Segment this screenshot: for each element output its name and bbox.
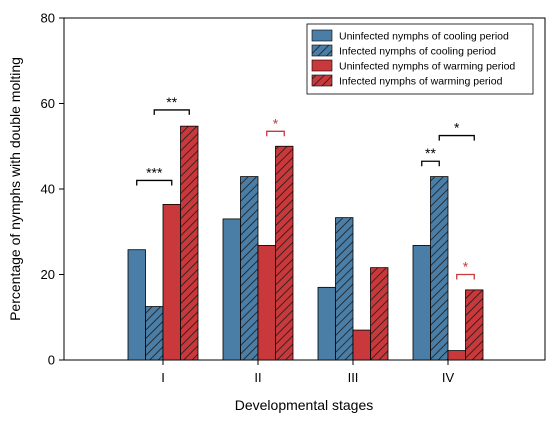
bar-IV-series-3 [447,350,466,361]
bar-III-series-3 [352,329,371,361]
bars-group [127,125,484,361]
significance-label: * [463,259,469,275]
bar-II-series-3 [257,245,276,361]
x-tick-label: I [161,370,165,385]
x-tick-label: IV [442,370,455,385]
legend-label: Infected nymphs of cooling period [339,46,496,58]
x-tick-label: II [254,370,261,385]
legend: Uninfected nymphs of cooling period Infec… [306,23,534,95]
significance-bracket [153,109,190,115]
x-axis-ticks: I II III IV [161,360,454,385]
y-tick-label: 80 [41,11,55,26]
bar-I-series-2 [145,306,164,361]
y-axis-label: Percentage of nymphs with double molting [7,57,23,321]
bar-III-series-2 [335,217,354,361]
legend-swatch [311,74,333,87]
significance-annotations: ********** [136,94,475,280]
legend-swatch [311,44,333,57]
significance-bracket [421,160,440,167]
significance-bracket [136,179,173,186]
bar-I-series-4 [180,125,199,361]
bar-III-series-4 [370,267,389,361]
significance-bracket [438,134,475,141]
bar-IV-series-2 [430,176,449,361]
y-tick-label: 60 [41,96,55,111]
legend-swatch [311,29,333,42]
significance-bracket [266,130,285,137]
y-axis-ticks: 0 20 40 60 80 [41,11,64,368]
y-tick-label: 20 [41,267,55,282]
significance-label: ** [166,94,177,110]
legend-swatch [311,59,333,72]
bar-II-series-2 [240,176,259,361]
bar-I-series-3 [162,203,181,361]
y-tick-label: 40 [41,182,55,197]
y-tick-label: 0 [48,353,55,368]
bar-IV-series-1 [412,245,431,361]
legend-box [306,23,534,95]
significance-label: * [454,120,460,136]
significance-label: *** [146,164,163,180]
significance-label: * [273,115,279,131]
x-axis-label: Developmental stages [235,397,374,413]
legend-label: Uninfected nymphs of warming period [339,61,515,73]
significance-label: ** [425,145,436,161]
x-tick-label: III [348,370,359,385]
bar-I-series-1 [127,249,146,361]
legend-label: Uninfected nymphs of cooling period [339,31,509,43]
significance-bracket [456,273,475,280]
bar-II-series-4 [275,145,294,361]
bar-II-series-1 [222,218,241,361]
legend-label: Infected nymphs of warming period [339,76,503,88]
bar-IV-series-4 [465,289,484,361]
bar-III-series-1 [317,286,336,361]
